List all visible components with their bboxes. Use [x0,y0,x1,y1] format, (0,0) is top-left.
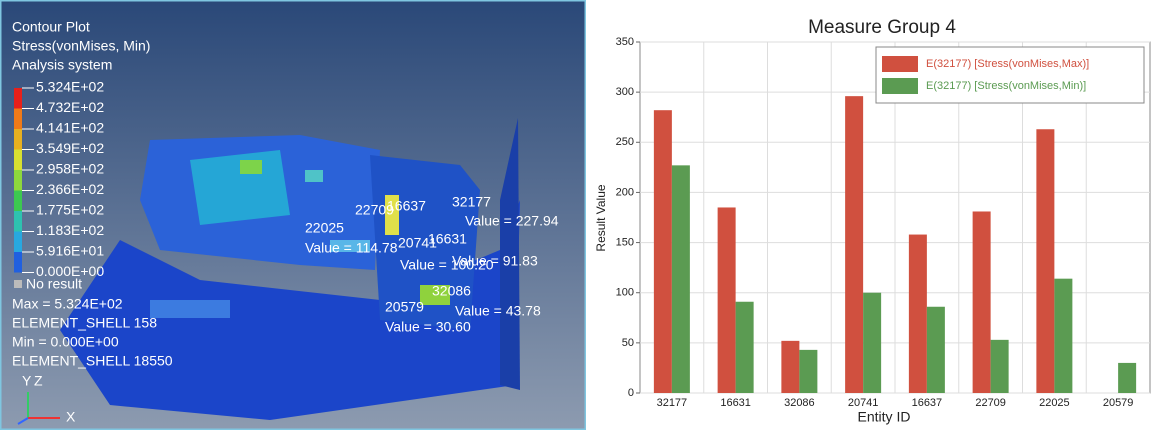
y-tick-label: 200 [616,186,634,198]
legend-band [14,170,22,191]
viewport-title: Contour Plot [12,19,90,35]
legend-swatch [882,78,918,94]
annotation-id: 20741 [398,235,437,251]
x-tick-label: 22709 [975,397,1006,409]
y-tick-label: 250 [616,136,634,148]
legend-band [14,211,22,232]
x-tick-label: 32177 [657,397,688,409]
legend-band [14,88,22,109]
max-element: ELEMENT_SHELL 158 [12,315,157,331]
y-tick-label: 100 [616,287,634,299]
legend-label: 1.183E+02 [36,222,104,238]
annotation-value: Value = 43.78 [455,303,541,319]
legend-label: E(32177) [Stress(vonMises,Min)] [926,80,1086,92]
legend-label: 2.366E+02 [36,181,104,197]
annotation-value: Value = 114.78 [305,240,398,256]
bar [781,341,799,393]
legend-label: 2.958E+02 [36,161,104,177]
x-tick-label: 20579 [1103,397,1134,409]
min-element: ELEMENT_SHELL 18550 [12,353,173,369]
annotation-value: Value = 100.20 [400,257,494,273]
x-tick-label: 16631 [720,397,751,409]
annotation-id: 22025 [305,220,344,236]
bar [1118,363,1136,393]
y-tick-label: 300 [616,86,634,98]
legend-label: 4.141E+02 [36,120,104,136]
bar [863,293,881,393]
bar [909,235,927,393]
legend-swatch [882,56,918,72]
bar [1054,279,1072,393]
result-type: Stress(vonMises, Min) [12,38,150,54]
viewport: Contour Plot Stress(vonMises, Min) Analy… [0,0,586,430]
bar [654,110,672,393]
page: Contour Plot Stress(vonMises, Min) Analy… [0,0,1157,430]
annotation-id: 20579 [385,299,424,315]
axis-label: Y [22,373,32,389]
bar [799,350,817,393]
annotation-id: 32177 [452,194,491,210]
bar [672,165,690,393]
bar [991,340,1009,393]
x-tick-label: 20741 [848,397,879,409]
legend-label: 4.732E+02 [36,99,104,115]
bar [927,307,945,393]
y-axis-label: Result Value [594,184,608,251]
chart: Measure Group 4 Entity ID Result Value 0… [592,0,1157,430]
legend-label: 5.916E+01 [36,243,104,259]
bar [845,96,863,393]
legend-label: 1.775E+02 [36,202,104,218]
annotation-id: 32086 [432,283,471,299]
annotation-value: Value = 227.94 [465,213,559,229]
axis-label: Z [34,373,43,389]
no-result: No result [26,276,82,292]
chart-title: Measure Group 4 [808,17,956,38]
y-tick-label: 150 [616,236,634,248]
annotation-id: 22709 [355,202,394,218]
x-tick-label: 16637 [912,397,943,409]
y-tick-label: 0 [628,387,634,399]
bar [736,302,754,393]
legend-label: 5.324E+02 [36,79,104,95]
legend-band [14,191,22,212]
legend-band [14,232,22,253]
y-tick-label: 350 [616,36,634,48]
x-tick-label: 32086 [784,397,815,409]
legend-band [14,150,22,171]
legend-label: 3.549E+02 [36,140,104,156]
y-tick-label: 50 [622,337,634,349]
system: Analysis system [12,57,112,73]
bar [718,207,736,393]
legend-box [876,47,1144,103]
bar [1036,129,1054,393]
axis-label: X [66,409,76,425]
x-tick-label: 22025 [1039,397,1070,409]
bar [973,211,991,393]
legend-band [14,109,22,130]
min-label: Min = 0.000E+00 [12,334,119,350]
max-label: Max = 5.324E+02 [12,296,123,312]
legend-label: E(32177) [Stress(vonMises,Max)] [926,58,1089,70]
legend-band [14,252,22,273]
no-result-swatch [14,280,22,288]
annotation-value: Value = 30.60 [385,319,471,335]
x-axis-label: Entity ID [858,409,911,425]
legend-band [14,129,22,150]
